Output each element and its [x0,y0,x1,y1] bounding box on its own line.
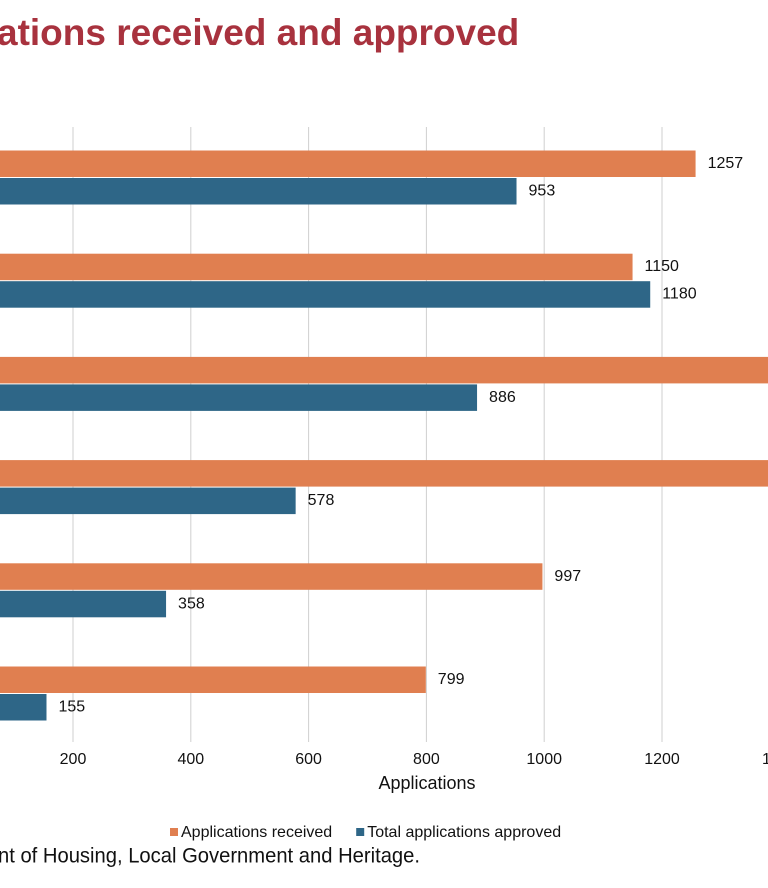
legend-label: Applications received [181,824,332,841]
bar [0,253,633,281]
x-tick-label: 800 [413,751,440,768]
bar [0,178,517,205]
value-label: 358 [178,595,205,612]
legend-swatch [170,828,178,836]
x-tick-label: 1200 [644,751,680,768]
bar [0,694,47,721]
x-tick-label: 400 [177,751,204,768]
x-tick-label: 1000 [526,751,562,768]
x-tick-label: 1400 [762,751,768,768]
x-tick-label: 200 [60,751,87,768]
bar [0,590,167,618]
chart-title: ations received and approved [0,12,519,53]
legend-swatch [356,828,365,836]
bar [0,487,296,515]
value-label: 1180 [662,286,697,303]
bar [0,666,426,693]
x-tick-label: 600 [295,751,322,768]
value-label: 953 [529,182,556,199]
value-label: 1150 [645,258,680,275]
bar [0,563,543,590]
x-axis-label: Applications [378,773,475,793]
value-label: 155 [58,698,85,715]
bar [0,281,651,308]
bar [0,150,696,177]
value-label: 1257 [708,155,744,172]
bar [0,384,478,411]
value-label: 997 [554,568,581,585]
bar [0,460,768,487]
value-label: 886 [489,389,516,406]
source-note: nt of Housing, Local Government and Heri… [0,845,420,868]
value-label: 799 [438,671,465,688]
legend-label: Total applications approved [367,824,561,841]
bar [0,356,768,384]
value-label: 578 [308,492,335,509]
